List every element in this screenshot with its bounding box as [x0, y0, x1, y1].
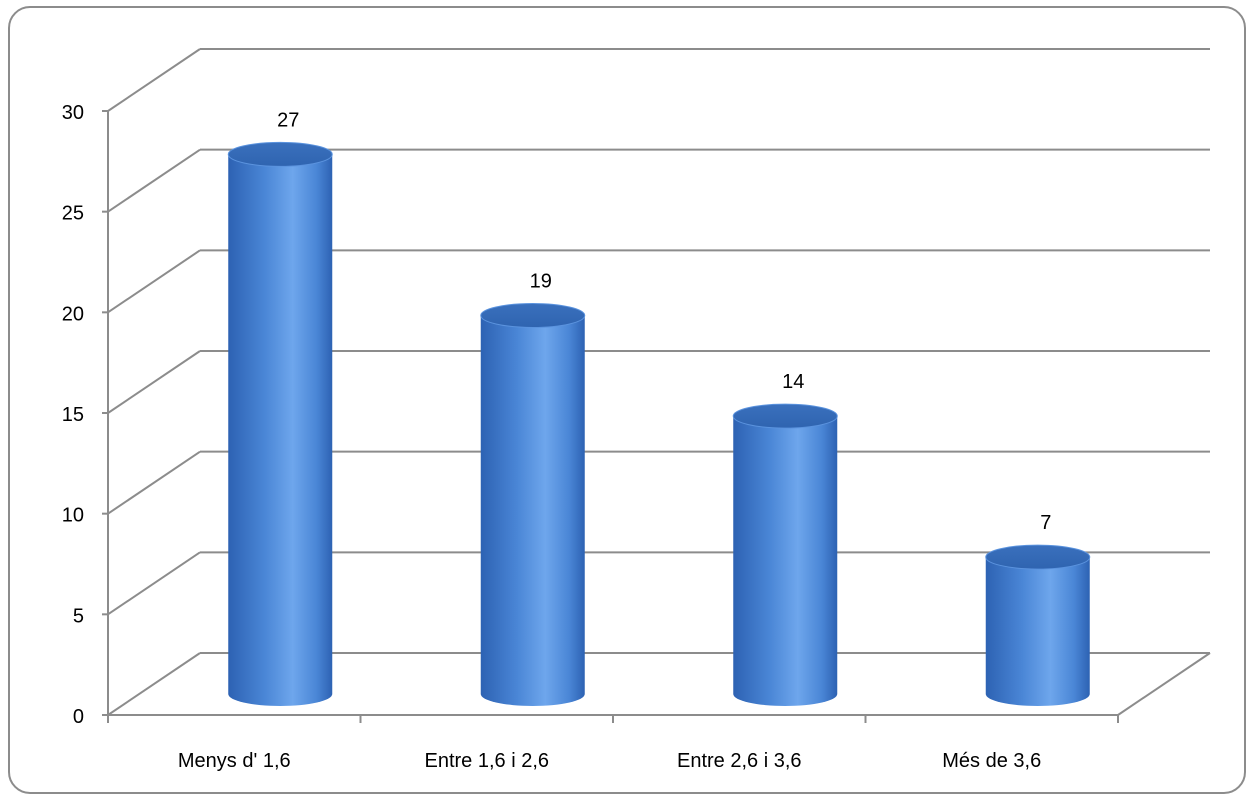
y-tick-label: 20 — [62, 303, 84, 325]
bar-top — [732, 403, 838, 429]
y-tick-label: 10 — [62, 505, 84, 527]
y-tick-label: 30 — [62, 102, 84, 124]
gridline-side — [107, 350, 201, 414]
gridline-side — [107, 652, 201, 716]
bar — [227, 141, 333, 706]
data-label: 19 — [530, 270, 552, 292]
x-tick-label: Més de 3,6 — [942, 750, 1041, 772]
bar — [480, 302, 586, 706]
bar-body — [480, 315, 585, 706]
bar-top — [227, 141, 333, 167]
gridline-side — [107, 450, 201, 515]
y-tick-label: 15 — [62, 404, 84, 426]
bar — [985, 544, 1091, 706]
gridline-side — [107, 148, 201, 213]
bar-body — [985, 557, 1090, 706]
floor-right-edge — [1117, 652, 1211, 716]
y-tick-label: 0 — [73, 706, 84, 728]
bar-body — [733, 416, 838, 706]
gridline-side — [107, 249, 201, 314]
data-label: 7 — [1040, 512, 1051, 534]
labels-layer: 0 5 10 15 20 25 30 Menys d' 1,6 Entre 1,6 i 2,6 E… — [62, 102, 1052, 772]
bar — [732, 403, 838, 706]
x-tick-label: Entre 1,6 i 2,6 — [424, 750, 549, 772]
data-label: 27 — [277, 109, 299, 131]
bar-top — [480, 302, 586, 328]
x-tick-label: Entre 2,6 i 3,6 — [677, 750, 802, 772]
y-tick-label: 5 — [73, 605, 84, 627]
y-tick-label: 25 — [62, 203, 84, 225]
x-tick-label: Menys d' 1,6 — [178, 750, 291, 772]
gridline-side — [107, 48, 201, 112]
bar-body — [228, 154, 333, 706]
bar-top — [985, 544, 1091, 570]
gridline-side — [107, 551, 201, 616]
data-label: 14 — [782, 371, 804, 393]
bars-layer — [227, 141, 1091, 706]
